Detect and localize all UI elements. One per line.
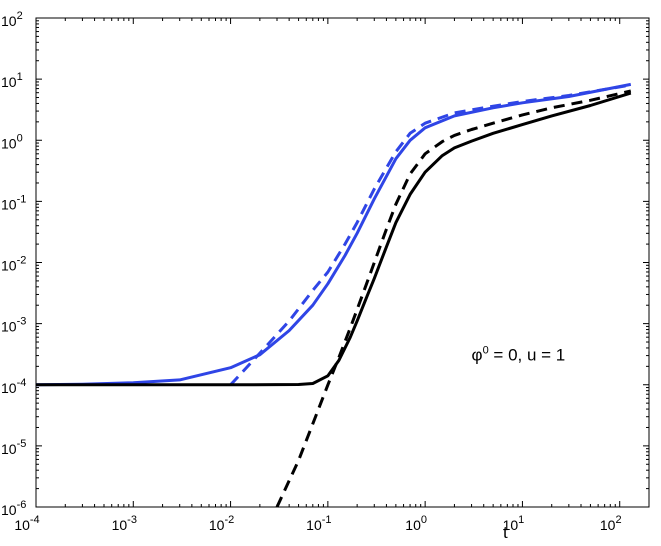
annotation-phi-superscript: 0 [483,344,489,356]
y-tick-label: 100 [1,132,23,151]
series-line-2 [229,83,632,386]
y-tick-label: 10-5 [1,438,26,457]
x-tick-label: 10-2 [209,514,234,533]
y-tick-label: 10-4 [1,377,26,396]
tick-labels: 10-4 10-3 10-2 10-1 100 101 102 10-6 10-5 10-4 10-… [1,10,622,533]
x-tick-label: 102 [600,514,622,533]
x-tick-label: 10-3 [112,514,137,533]
y-tick-label: 101 [1,71,23,90]
y-tick-label: 10-6 [1,499,26,518]
series-line-1 [35,82,632,387]
annotation-rest: = 0, u = 1 [489,345,566,364]
tick-marks [35,18,650,508]
y-tick-label: 10-2 [1,255,26,274]
x-tick-label: 101 [503,514,525,533]
y-tick-label: 102 [1,10,23,29]
series-layer [35,82,632,508]
series-line-4 [275,89,632,508]
x-tick-label: 10-4 [14,514,39,533]
x-tick-label: 100 [405,514,427,533]
annotation-text: φ0 = 0, u = 1 [472,344,566,364]
y-tick-label: 10-3 [1,316,26,335]
series-line-3 [36,91,632,387]
x-tick-label: 10-1 [306,514,331,533]
y-tick-label: 10-1 [1,193,26,212]
annotation-phi: φ [472,345,483,364]
x-axis-label: t [503,523,508,542]
